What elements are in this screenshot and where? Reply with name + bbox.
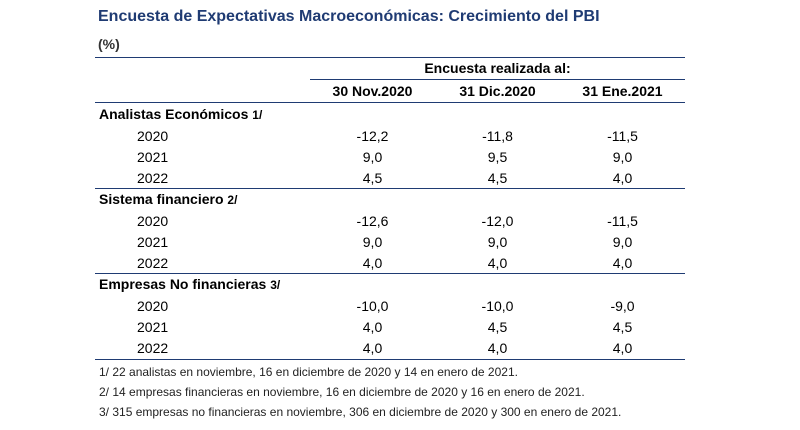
table-cell: 4,0 — [612, 255, 633, 271]
row-year: 2021 — [137, 234, 169, 250]
table-top-rule — [95, 57, 685, 58]
table-cell: -11,5 — [607, 213, 638, 229]
table-cell: 4,0 — [362, 255, 383, 271]
column-header-1: 30 Nov.2020 — [332, 83, 413, 99]
table-cell: 4,0 — [487, 255, 508, 271]
table-cell: -12,6 — [356, 213, 389, 229]
table-cell: -9,0 — [610, 298, 635, 314]
table-cell: 9,0 — [362, 234, 383, 250]
table-cell: 4,0 — [362, 319, 383, 335]
row-year: 2022 — [137, 340, 169, 356]
table-cell: 4,0 — [487, 340, 508, 356]
table-cell: 4,0 — [612, 340, 633, 356]
section-name: Analistas Económicos — [99, 106, 249, 122]
table-cell: -12,2 — [356, 128, 389, 144]
table-cell: -11,5 — [607, 128, 638, 144]
section-rule — [95, 188, 685, 189]
section-name: Empresas No financieras — [99, 276, 267, 292]
table-cell: 9,0 — [612, 149, 633, 165]
unit-label: (%) — [98, 36, 120, 52]
row-year: 2022 — [137, 255, 169, 271]
table-cell: 9,0 — [487, 234, 508, 250]
table-cell: 9,0 — [612, 234, 633, 250]
table-cell: 4,5 — [487, 319, 508, 335]
table-cell: -10,0 — [481, 298, 514, 314]
page-title: Encuesta de Expectativas Macroeconómicas… — [98, 8, 600, 25]
section-title-nonfinancial: Empresas No financieras 3/ — [99, 276, 280, 292]
row-year: 2020 — [137, 128, 169, 144]
table-cell: 4,0 — [362, 340, 383, 356]
row-year: 2021 — [137, 149, 169, 165]
section-title-analysts: Analistas Económicos 1/ — [99, 106, 262, 122]
section-note: 1/ — [252, 108, 263, 122]
survey-header: Encuesta realizada al: — [424, 60, 571, 76]
row-year: 2021 — [137, 319, 169, 335]
header-bottom-rule — [95, 102, 685, 103]
footnote-2: 2/ 14 empresas financieras en noviembre,… — [99, 385, 585, 399]
table-cell: 9,0 — [362, 149, 383, 165]
table-cell: 4,0 — [612, 170, 633, 186]
section-note: 3/ — [270, 278, 281, 292]
table-bottom-rule — [95, 359, 685, 360]
section-rule — [95, 273, 685, 274]
section-title-financial: Sistema financiero 2/ — [99, 191, 237, 207]
footnote-1: 1/ 22 analistas en noviembre, 16 en dici… — [99, 365, 518, 379]
footnotes: 1/ 22 analistas en noviembre, 16 en dici… — [99, 362, 621, 422]
column-header-2: 31 Dic.2020 — [459, 83, 536, 99]
table-cell: 4,5 — [612, 319, 633, 335]
table-cell: 4,5 — [362, 170, 383, 186]
header-sub-rule — [310, 79, 685, 80]
table-cell: 4,5 — [487, 170, 508, 186]
table-cell: -11,8 — [482, 128, 513, 144]
table-cell: -12,0 — [481, 213, 514, 229]
table-cell: 9,5 — [487, 149, 508, 165]
row-year: 2020 — [137, 213, 169, 229]
section-note: 2/ — [227, 193, 238, 207]
row-year: 2022 — [137, 170, 169, 186]
footnote-3: 3/ 315 empresas no financieras en noviem… — [99, 405, 622, 419]
table-cell: -10,0 — [356, 298, 389, 314]
column-header-3: 31 Ene.2021 — [582, 83, 663, 99]
row-year: 2020 — [137, 298, 169, 314]
section-name: Sistema financiero — [99, 191, 224, 207]
